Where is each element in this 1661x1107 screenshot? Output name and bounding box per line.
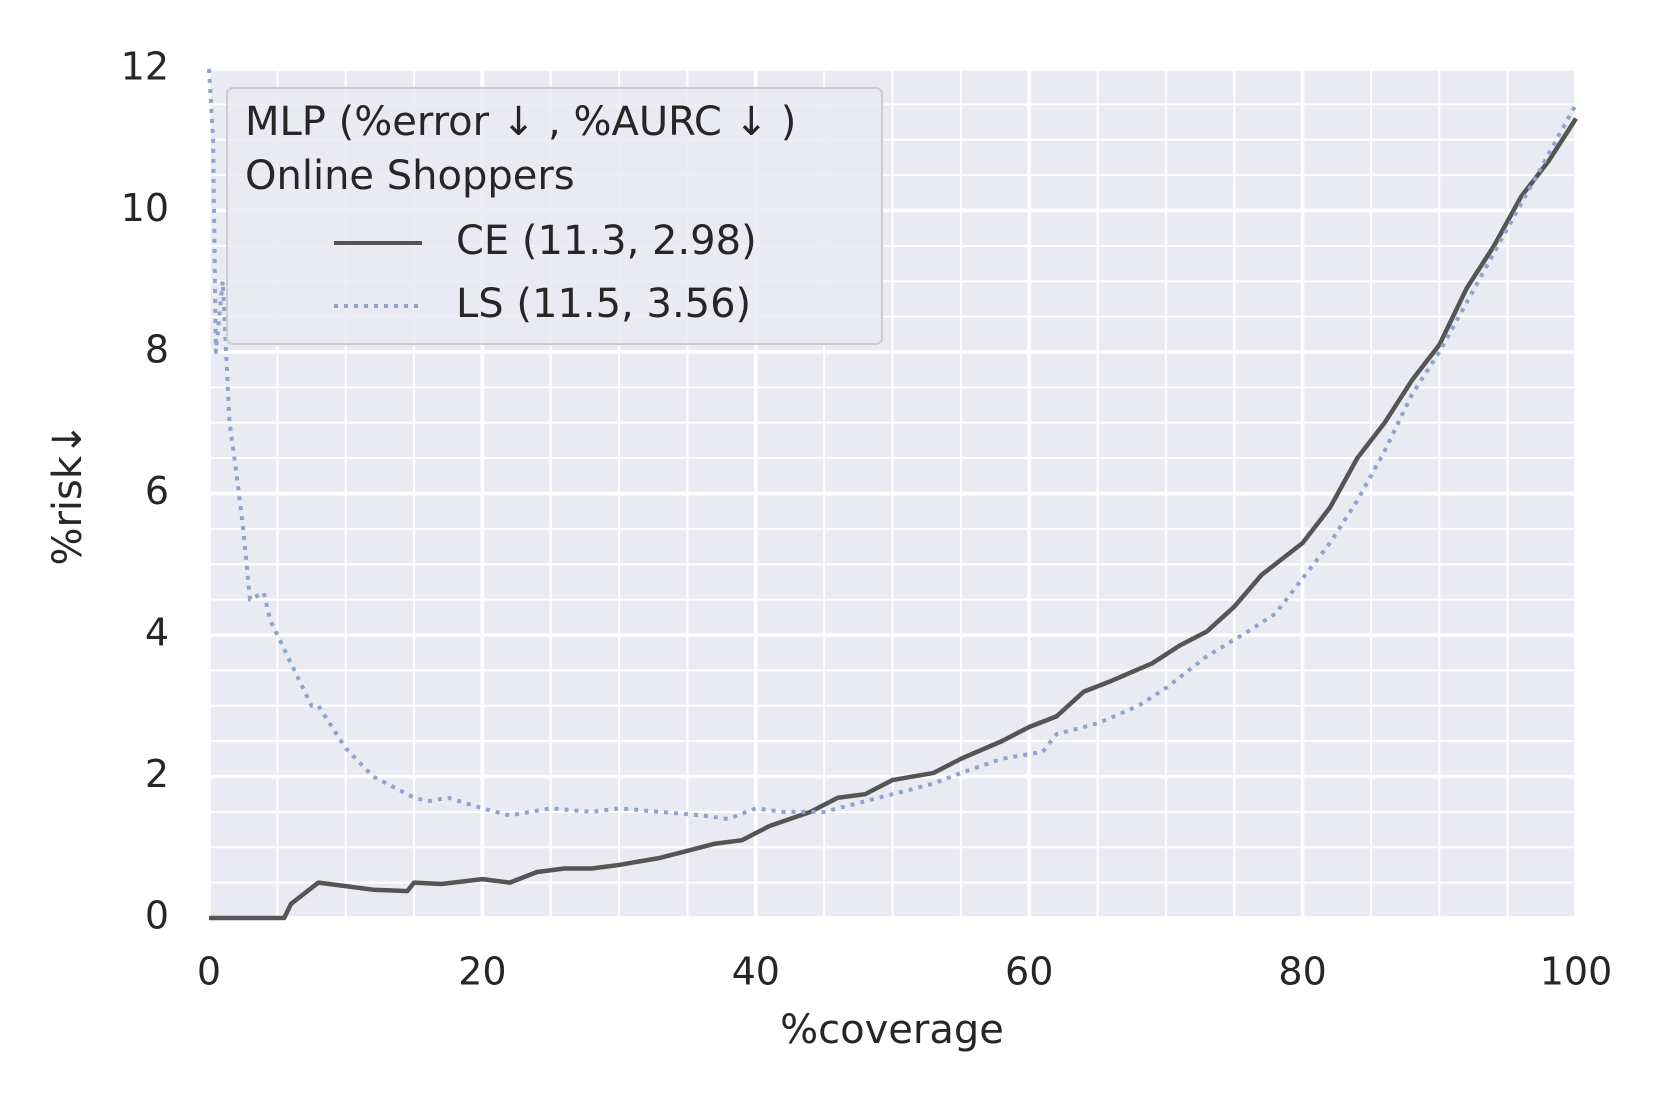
x-tick-label: 60 <box>1005 950 1053 994</box>
y-tick-label: 6 <box>145 469 169 513</box>
y-tick-label: 12 <box>121 45 169 89</box>
x-tick-label: 20 <box>458 950 506 994</box>
legend-box <box>226 87 883 345</box>
legend-title: MLP (%error ↓ , %AURC ↓ ) <box>245 99 796 145</box>
legend: MLP (%error ↓ , %AURC ↓ ) Online Shoppers… <box>226 87 883 345</box>
y-axis-label: %risk↓ <box>45 422 91 565</box>
legend-label: LS (11.5, 3.56) <box>456 281 751 327</box>
y-tick-label: 4 <box>145 611 169 655</box>
x-axis-label: %coverage <box>780 1007 1004 1053</box>
x-tick-label: 40 <box>732 950 780 994</box>
y-tick-label: 10 <box>121 186 169 230</box>
y-tick-label: 0 <box>145 894 169 938</box>
series-line <box>209 117 1578 921</box>
series-line <box>207 68 1578 821</box>
y-tick-label: 8 <box>145 328 169 372</box>
x-tick-label: 100 <box>1540 950 1613 994</box>
x-tick-label: 80 <box>1278 950 1326 994</box>
y-tick-label: 2 <box>145 752 169 796</box>
legend-label: CE (11.3, 2.98) <box>456 218 757 264</box>
legend-title: Online Shoppers <box>245 153 575 199</box>
x-tick-label: 0 <box>197 950 221 994</box>
